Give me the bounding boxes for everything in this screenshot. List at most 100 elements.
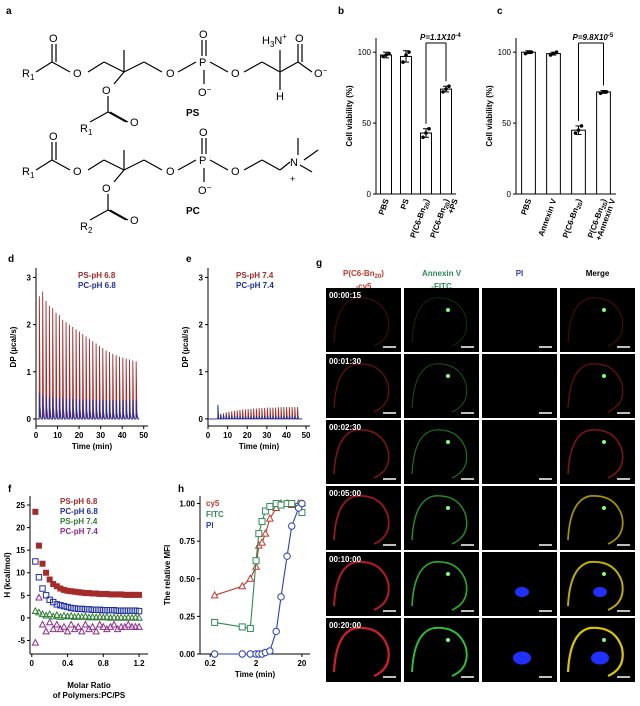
data-point [67, 620, 75, 628]
data-point [52, 610, 61, 619]
p-value-exponent: -5 [608, 33, 614, 39]
category-label-sub: 20 [444, 201, 452, 210]
data-point [117, 613, 126, 621]
p-value-text: P=9.8X10 [573, 33, 609, 42]
category-label-sub: 20 [601, 201, 609, 210]
nucleus-stain [513, 651, 531, 665]
column-header-text: P(C6-Bn [343, 269, 375, 278]
pc-r2: R2 [80, 221, 93, 235]
y-tick-label: 2 [27, 321, 32, 330]
category-label-part: ) [599, 197, 608, 203]
ps-o-lower-carbonyl: O [130, 117, 139, 129]
data-point [526, 50, 531, 54]
data-point [118, 591, 125, 598]
series-line [208, 407, 303, 420]
legend-entry: PS-pH 6.8 [60, 497, 98, 506]
data-point [82, 606, 89, 613]
data-point [265, 514, 274, 522]
ps-o-carbonyl: O [49, 33, 58, 45]
ps-structure [35, 40, 313, 123]
y-tick-label: 1 [199, 368, 204, 377]
data-point [85, 624, 93, 633]
data-point [60, 622, 68, 630]
data-point [210, 590, 219, 599]
y-tick-label: 10 [16, 569, 25, 578]
cell-outline [411, 297, 467, 347]
category-label-line2: +PS [446, 197, 460, 215]
column-header-text: PI [516, 269, 524, 278]
data-point [38, 620, 47, 628]
ps-o-acid: O− [314, 66, 328, 80]
data-point [68, 588, 75, 595]
category-label: PBS [377, 197, 391, 216]
data-point [85, 606, 93, 613]
fluorescent-spot [602, 308, 606, 312]
data-point [117, 607, 125, 614]
y-tick-label: 0 [21, 614, 26, 623]
data-point [88, 622, 97, 630]
microscopy-tile [482, 288, 557, 352]
data-point [441, 90, 445, 94]
pc-n-plus: + [290, 174, 295, 184]
data-point [604, 90, 609, 94]
data-point [277, 501, 285, 509]
data-point [89, 590, 96, 597]
data-point [257, 538, 267, 546]
data-point [78, 627, 86, 635]
data-point [407, 50, 411, 54]
data-point [103, 607, 111, 614]
x-tick-label: 40 [282, 431, 291, 440]
fluorescent-spot [446, 572, 450, 576]
data-point [93, 590, 100, 597]
fluorescent-spot [602, 374, 606, 378]
pc-o-lower-carbonyl: O [130, 215, 139, 227]
panel-g-microscopy: g P(C6-Bn20) -cy5 Annexin V -FITC PI Merge 00:… [316, 258, 635, 682]
cell-outline [567, 363, 624, 413]
data-point [92, 627, 100, 635]
ps-h: H [276, 91, 284, 103]
data-point [246, 574, 255, 582]
category-label-sub: 20 [576, 201, 584, 210]
data-point [53, 583, 60, 590]
data-point [32, 508, 39, 515]
bar [571, 129, 586, 195]
data-point [38, 610, 47, 618]
column-header-sub: 20 [375, 274, 382, 280]
y-axis-label: H (kcal/mol) [3, 552, 12, 598]
data-point [74, 612, 83, 620]
data-point [529, 50, 534, 54]
data-point [45, 610, 54, 618]
y-tick-label: 0 [27, 415, 32, 424]
microscopy-tile [326, 288, 401, 352]
data-point [598, 91, 603, 96]
data-point [31, 638, 40, 646]
y-axis-label: Cell viability (%) [345, 85, 354, 147]
y-tick-label: 0 [367, 190, 372, 199]
panel-h-mfi-plot: h 0.00 0.25 0.50 0.75 1.00 0.2 2 20 Time (min) The… [163, 484, 310, 679]
data-point [117, 622, 126, 630]
column-header: PI [516, 269, 524, 278]
nucleus-stain [593, 587, 607, 597]
data-point [107, 591, 114, 598]
y-tick-label: 15 [16, 546, 25, 555]
data-point [135, 622, 143, 630]
cell-outline [411, 561, 468, 611]
legend-entry: PC-pH 6.8 [78, 281, 116, 290]
y-tick-label: 50 [362, 119, 371, 128]
cell-outline [333, 495, 390, 545]
microscopy-tile [482, 552, 557, 616]
cell-outline [333, 297, 390, 347]
microscopy-tile [560, 288, 635, 352]
data-point [447, 84, 451, 89]
y-tick-label: -5 [18, 636, 26, 645]
y-tick-label: 5 [21, 591, 26, 600]
panel-g-label: g [316, 258, 322, 269]
pc-r1: R1 [22, 166, 35, 180]
series-line [36, 291, 140, 420]
data-point [401, 60, 405, 64]
x-axis-label-line2: of Polymers:PC/PS [53, 691, 126, 700]
timestamp-label: 00:01:30 [329, 357, 362, 366]
legend-entry: FITC [206, 510, 224, 519]
